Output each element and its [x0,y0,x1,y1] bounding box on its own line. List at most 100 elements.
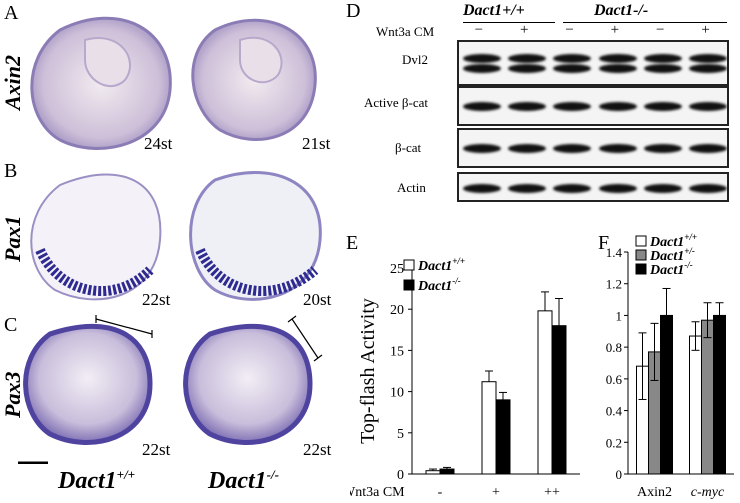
legend-item-swatch [403,259,415,271]
blot-bcat [457,128,729,168]
bar [481,381,497,475]
genotype-ko-header: Dact1-/- [594,2,649,19]
bar [537,310,553,475]
y-tick-label: 10 [390,386,404,401]
mrna-chart: 0 0.2 0.4 0.6 0.8 1 1.2 1.4 Relative mRNA Level A… [594,232,734,500]
legend-item: Dact1+/- [649,246,695,264]
blot-band [508,102,546,111]
blot-band [689,64,728,73]
blot-band [462,54,501,63]
lane-treatment-mark: − [565,22,574,38]
lane-treatment-mark: + [610,22,620,38]
stage-label: 20st [303,290,332,309]
y-tick-label: 0.2 [606,435,622,450]
legend-item: Dact1+/+ [649,232,697,250]
embryo-image-row-a [30,16,317,150]
blot-band [508,144,546,153]
bar [701,319,714,475]
y-tick-label: 25 [390,262,404,277]
embryo-image-row-c [18,315,323,464]
stage-label: 22st [142,440,171,459]
stage-label: 24st [144,134,173,153]
blot-label-actin: Actin [397,180,426,195]
blot-band [598,184,637,193]
stage-label: 22st [142,290,171,309]
legend-item: Dact1-/- [649,260,693,278]
genotype-underline [463,22,555,23]
panel-label-d: D [346,0,361,22]
panel-label-f: F [598,232,610,254]
legend-item: Dact1-/- [417,276,461,294]
legend-item-swatch [635,235,647,247]
blot-band [598,144,637,153]
blot-band [462,184,501,193]
legend-item-swatch [635,249,647,261]
blot-band [598,102,637,111]
blot-band [644,102,682,111]
genotype-label-ko: Dact1-/- [208,467,279,494]
x-axis-label: Wnt3a CM [350,485,405,500]
gene-label-pax3: Pax3 [0,371,25,418]
lane-treatment-mark: − [474,22,484,38]
blot-band [689,54,728,63]
embryo-image-row-b [30,171,322,301]
y-tick-label: 1 [616,308,623,323]
x-tick-label: Axin2 [637,485,672,500]
lane-treatment-mark: + [701,22,710,38]
blot-actin [457,172,729,202]
blot-band [462,64,501,73]
y-tick-label: 1.4 [606,245,623,260]
panel-label-e: E [346,232,359,254]
blot-band [508,64,546,73]
bar [689,335,702,475]
genotype-wt-header: Dact1+/+ [463,2,525,19]
bar [425,470,441,475]
gene-label-pax1: Pax1 [0,215,25,262]
bar [439,468,455,475]
legend-item-swatch [403,279,415,291]
blot-dvl2 [457,40,729,86]
y-tick-label: 0 [616,467,623,482]
blot-band [689,184,728,193]
genotype-underline [563,22,727,23]
blot-band [689,144,728,153]
y-tick-label: 15 [390,344,404,359]
genotype-label-wt: Dact1+/+ [58,467,136,494]
bar [713,314,726,475]
panel-label-c: C [4,314,18,336]
y-tick-label: 20 [390,303,404,318]
y-tick-label: 0.8 [606,340,622,355]
lane-treatment-row: − + − + − + [457,22,729,40]
y-tick-label: 5 [397,427,404,442]
bar [551,325,567,475]
blot-band [553,184,592,193]
lane-treatment-mark: − [656,22,665,38]
blot-band [553,64,592,73]
y-tick-label: 0.6 [606,372,623,387]
blot-label-active-bcat: Active β-cat [364,95,428,110]
blot-band [644,54,682,63]
blot-band [462,144,501,153]
x-tick-label: c-myc [691,485,725,500]
wnt3a-cm-label: Wnt3a CM [376,24,435,39]
y-tick-label: 0 [397,468,404,483]
y-axis-label: Relative mRNA Level [594,278,595,448]
blot-band [598,54,637,63]
bar [495,399,511,475]
blot-active-bcat [457,86,729,126]
blot-band [644,144,682,153]
stage-label: 21st [302,134,331,153]
blot-band [644,64,682,73]
blot-band [508,184,546,193]
blot-band [508,54,546,63]
y-axis-label: Top-flash Activity [357,298,379,444]
x-tick-label: ++ [544,485,560,500]
blot-band [553,54,592,63]
blot-label-dvl2: Dvl2 [402,52,428,67]
blot-band [462,102,501,111]
blot-band [553,144,592,153]
y-tick-label: 0.4 [606,404,623,419]
blot-band [689,102,728,111]
gene-label-axin2: Axin2 [0,54,25,110]
legend-item-swatch [635,263,647,275]
